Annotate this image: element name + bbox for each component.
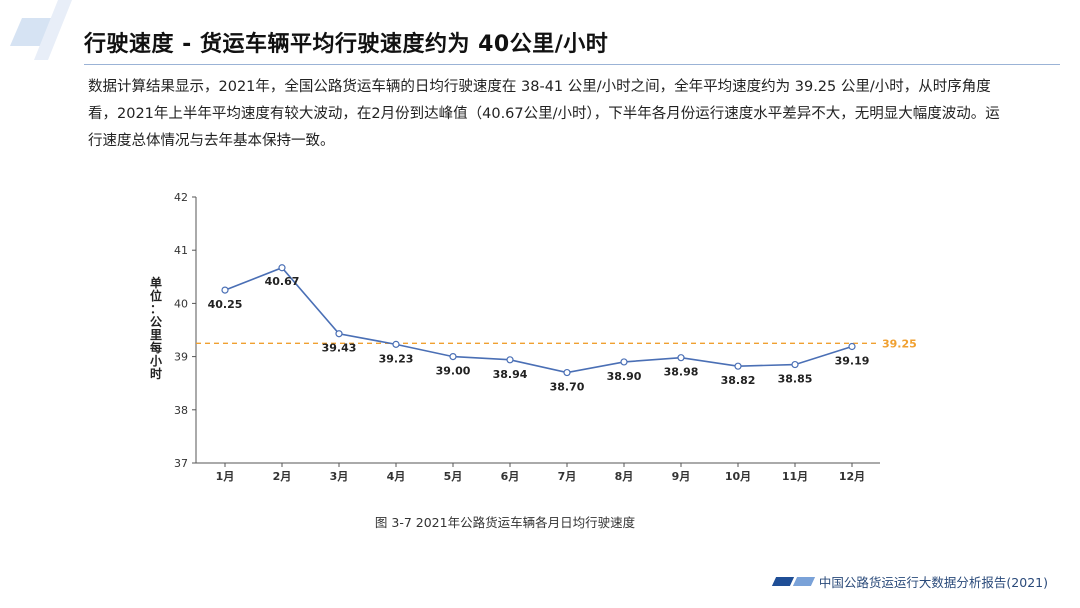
- data-label: 39.43: [322, 342, 357, 355]
- data-point: [677, 354, 685, 362]
- x-tick-label: 5月: [444, 470, 463, 483]
- data-label: 40.67: [265, 275, 300, 288]
- x-tick-label: 3月: [330, 470, 349, 483]
- y-axis-label-char: 每: [150, 340, 162, 355]
- y-tick-label: 41: [174, 244, 188, 257]
- data-label: 39.23: [379, 352, 414, 365]
- x-tick-label: 1月: [216, 470, 235, 483]
- y-tick-label: 37: [174, 457, 188, 470]
- data-point: [335, 330, 343, 338]
- y-axis-label-char: 公: [150, 315, 162, 329]
- footer-logo-bars: [771, 577, 816, 586]
- y-tick-label: 39: [174, 351, 188, 364]
- footer-text: 中国公路货运运行大数据分析报告(2021): [818, 575, 1048, 590]
- data-point: [791, 360, 799, 369]
- data-point: [848, 342, 856, 351]
- x-tick-label: 9月: [672, 470, 691, 483]
- data-point: [449, 353, 457, 361]
- x-tick-label: 11月: [782, 470, 808, 483]
- data-point: [392, 340, 400, 348]
- data-point: [278, 264, 286, 272]
- y-axis-label-char: 小: [150, 353, 162, 368]
- data-point: [734, 362, 742, 370]
- data-label: 39.00: [436, 365, 471, 378]
- data-label: 38.98: [664, 366, 699, 379]
- x-tick-label: 8月: [615, 470, 634, 483]
- page-title: 行驶速度 - 货运车辆平均行驶速度约为 40公里/小时: [84, 32, 609, 57]
- y-axis-label-char: ：: [150, 302, 162, 316]
- y-axis-label-char: 里: [150, 327, 162, 342]
- summary-paragraph: 数据计算结果显示，2021年，全国公路货运车辆的日均行驶速度在 38-41 公里…: [88, 79, 1000, 149]
- data-label: 40.25: [208, 298, 243, 311]
- y-axis-label-char: 时: [150, 366, 162, 381]
- title-divider: [84, 64, 1060, 65]
- x-tick-label: 10月: [725, 470, 751, 483]
- data-point: [620, 358, 628, 366]
- x-tick-label: 6月: [501, 470, 520, 483]
- data-label: 38.82: [721, 374, 756, 387]
- series-line: [224, 266, 853, 374]
- data-label: 38.70: [550, 381, 585, 394]
- y-tick-label: 40: [174, 297, 188, 310]
- data-point: [506, 356, 514, 364]
- footer: 中国公路货运运行大数据分析报告(2021): [771, 572, 1048, 591]
- y-tick-label: 38: [174, 404, 188, 417]
- header-decoration: [10, 0, 72, 60]
- data-point: [563, 368, 571, 377]
- average-reference-label: 39.25: [882, 337, 917, 350]
- x-tick-label: 2月: [273, 470, 292, 483]
- x-tick-label: 12月: [839, 470, 865, 483]
- data-label: 39.19: [835, 354, 870, 367]
- y-axis-label-char: 位: [150, 288, 162, 303]
- y-axis-label-char: 单: [150, 275, 162, 290]
- data-label: 38.94: [493, 368, 528, 381]
- x-tick-label: 4月: [387, 470, 406, 483]
- data-point: [221, 286, 229, 294]
- y-tick-label: 42: [174, 191, 188, 204]
- x-tick-label: 7月: [558, 470, 577, 483]
- data-label: 38.90: [607, 370, 642, 383]
- chart-caption: 图 3-7 2021年公路货运车辆各月日均行驶速度: [374, 515, 636, 530]
- data-label: 38.85: [778, 373, 813, 386]
